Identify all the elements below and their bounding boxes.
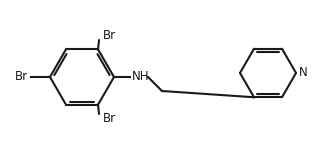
- Text: N: N: [299, 66, 308, 80]
- Text: Br: Br: [15, 71, 28, 84]
- Text: Br: Br: [103, 112, 116, 125]
- Text: Br: Br: [103, 29, 116, 42]
- Text: NH: NH: [132, 71, 149, 84]
